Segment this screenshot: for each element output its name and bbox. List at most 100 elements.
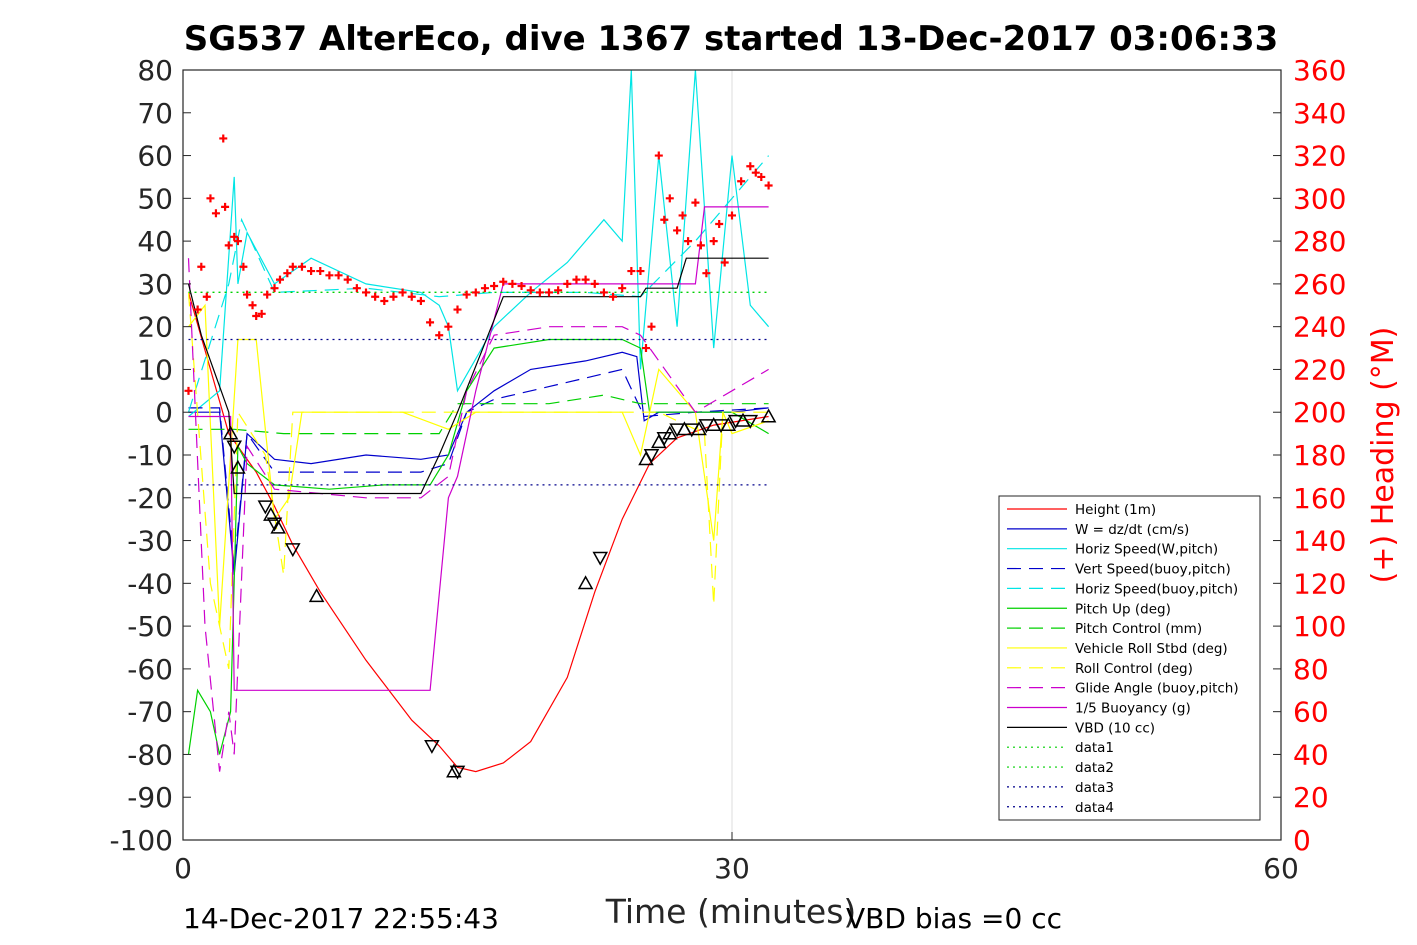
heading-point [647, 322, 656, 331]
heading-point [572, 275, 581, 284]
legend-label: Vert Speed(buoy,pitch) [1075, 562, 1231, 578]
heading-point [334, 271, 343, 280]
right-tick-label: 100 [1293, 610, 1346, 643]
triangle-marker [592, 551, 609, 566]
right-tick-label: 300 [1293, 182, 1346, 215]
heading-point [316, 267, 325, 276]
legend-label: 1/5 Buoyancy (g) [1075, 701, 1191, 717]
heading-point [453, 305, 462, 314]
heading-point [581, 275, 590, 284]
heading-point [665, 194, 674, 203]
heading-point [757, 172, 766, 181]
legend-label: data4 [1075, 800, 1114, 816]
heading-point [678, 211, 687, 220]
heading-point [407, 292, 416, 301]
heading-point [239, 262, 248, 271]
timestamp-footer: 14-Dec-2017 22:55:43 [183, 902, 499, 935]
heading-point [252, 311, 261, 320]
right-tick-label: 220 [1293, 353, 1346, 386]
heading-point [660, 215, 669, 224]
heading-point [219, 134, 228, 143]
heading-point [673, 226, 682, 235]
heading-point [526, 286, 535, 295]
right-tick-label: 360 [1293, 54, 1346, 87]
right-tick-label: 20 [1293, 781, 1329, 814]
heading-point [352, 284, 361, 293]
heading-point [426, 318, 435, 327]
legend-label: Glide Angle (buoy,pitch) [1075, 681, 1239, 697]
x-tick-label: 30 [714, 852, 750, 885]
series-line-3 [188, 368, 769, 567]
heading-point [654, 151, 663, 160]
heading-point [343, 275, 352, 284]
heading-point [398, 288, 407, 297]
legend-label: W = dz/dt (cm/s) [1075, 522, 1189, 538]
heading-point [636, 267, 645, 276]
heading-point [609, 292, 618, 301]
x-tick-label: 60 [1263, 852, 1299, 885]
triangle-marker [424, 739, 440, 754]
legend-box [998, 495, 1261, 821]
left-tick-label: 0 [155, 396, 173, 429]
triangle-marker [760, 408, 777, 423]
heading-point [554, 286, 563, 295]
left-tick-label: -50 [127, 610, 173, 643]
heading-point [535, 288, 544, 297]
left-tick-label: 10 [137, 353, 173, 386]
heading-points [184, 134, 773, 395]
heading-point [211, 209, 220, 218]
legend-label: VBD (10 cc) [1075, 720, 1155, 736]
legend-label: Pitch Up (deg) [1075, 601, 1171, 617]
heading-point [435, 331, 444, 340]
heading-point [243, 290, 252, 299]
right-tick-label: 320 [1293, 140, 1346, 173]
heading-point [221, 202, 230, 211]
heading-point [462, 290, 471, 299]
x-axis-label: Time (minutes) [605, 892, 857, 931]
left-tick-label: 70 [137, 97, 173, 130]
right-tick-label: 180 [1293, 439, 1346, 472]
triangle-marker [449, 765, 466, 780]
heading-point [563, 279, 572, 288]
legend-label: Pitch Control (mm) [1075, 621, 1202, 637]
heading-point [737, 177, 746, 186]
triangle-marker [643, 449, 660, 464]
legend-label: Vehicle Roll Stbd (deg) [1075, 641, 1228, 657]
right-axis-label: (+) Heading (°M) [1366, 327, 1401, 584]
heading-point [380, 297, 389, 305]
triangle-marker [691, 421, 707, 436]
heading-point [517, 282, 526, 291]
heading-point [288, 262, 297, 271]
right-tick-label: 140 [1293, 525, 1346, 558]
heading-point [508, 279, 517, 288]
heading-point [627, 267, 636, 276]
heading-point [283, 269, 292, 278]
heading-point [641, 344, 650, 353]
chart-title: SG537 AlterEco, dive 1367 started 13-Dec… [184, 19, 1279, 59]
legend-label: data2 [1075, 760, 1114, 776]
left-tick-label: 60 [137, 140, 173, 173]
heading-point [599, 288, 608, 297]
heading-point [471, 288, 480, 297]
heading-point [545, 288, 553, 297]
left-tick-label: 20 [137, 311, 173, 344]
series-line-11 [187, 257, 769, 495]
triangle-marker [720, 417, 737, 432]
heading-point [371, 292, 380, 301]
triangle-marker [266, 517, 283, 532]
heading-point [490, 282, 499, 291]
heading-point [691, 198, 700, 207]
left-tick-label: -20 [127, 482, 173, 515]
right-tick-label: 240 [1293, 311, 1346, 344]
heading-point [193, 305, 202, 314]
left-tick-label: -10 [127, 439, 173, 472]
heading-point [618, 284, 627, 293]
right-tick-label: 260 [1293, 268, 1346, 301]
legend-label: data1 [1075, 740, 1114, 756]
triangle-marker [230, 459, 246, 474]
heading-point [297, 262, 306, 271]
right-tick-label: 120 [1293, 567, 1346, 600]
heading-point [184, 386, 193, 395]
heading-point [257, 309, 266, 318]
